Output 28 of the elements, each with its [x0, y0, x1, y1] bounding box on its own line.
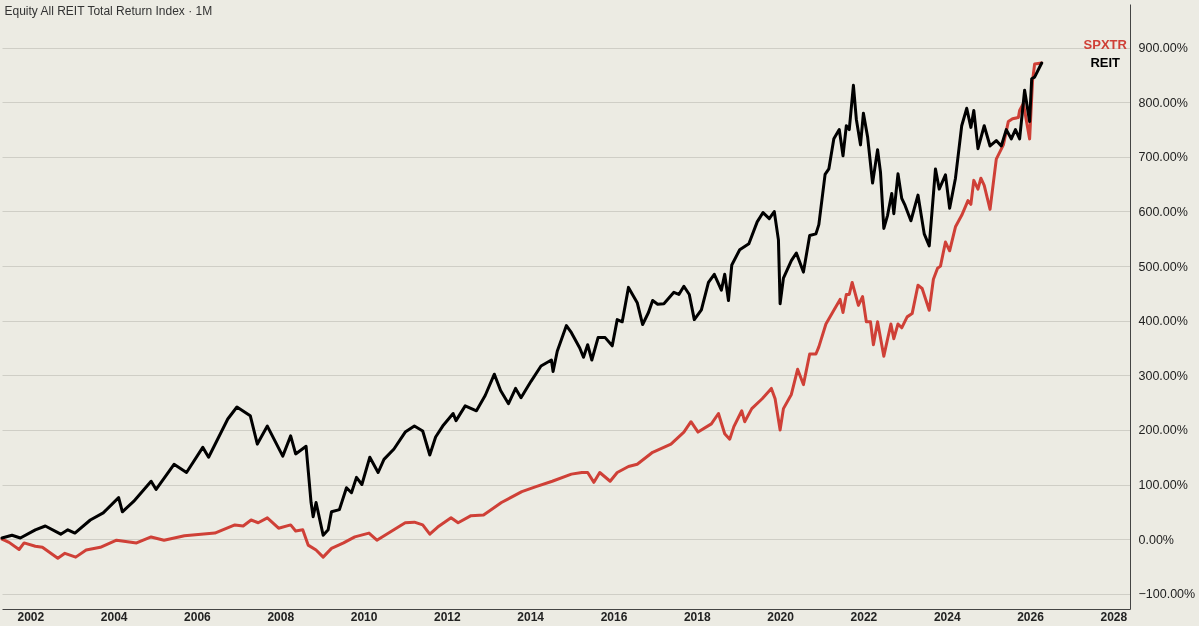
x-tick-label: 2002	[17, 609, 45, 624]
text: SPXTR	[1083, 36, 1128, 52]
x-tick-label: 2018	[683, 609, 711, 624]
text: REIT	[1090, 54, 1121, 70]
y-tick-label: 0.00%	[1138, 532, 1174, 547]
y-tick-label: 800.00%	[1138, 95, 1188, 110]
y-tick-label: 700.00%	[1138, 150, 1188, 165]
x-tick-label: 2028	[1100, 609, 1128, 624]
y-tick-label: 900.00%	[1138, 41, 1188, 56]
x-tick-label: 2024	[933, 609, 961, 624]
y-tick-label: 200.00%	[1138, 423, 1188, 438]
x-tick-label: 2020	[767, 609, 795, 624]
x-tick-label: 2016	[600, 609, 628, 624]
y-tick-label: −100.00%	[1138, 587, 1196, 602]
x-tick-label: 2004	[100, 609, 128, 624]
y-tick-label: 500.00%	[1138, 259, 1188, 274]
y-tick-label: 400.00%	[1138, 314, 1188, 329]
x-tick-label: 2012	[434, 609, 462, 624]
x-tick-label: 2026	[1017, 609, 1045, 624]
y-tick-label: 100.00%	[1138, 478, 1188, 493]
x-tick-label: 2010	[350, 609, 378, 624]
x-tick-label: 2006	[184, 609, 212, 624]
x-tick-label: 2022	[850, 609, 878, 624]
y-tick-label: 300.00%	[1138, 368, 1188, 383]
y-tick-label: 600.00%	[1138, 204, 1188, 219]
x-tick-label: 2014	[517, 609, 545, 624]
chart-title: Equity All REIT Total Return Index · 1M	[4, 4, 213, 18]
x-tick-label: 2008	[267, 609, 295, 624]
